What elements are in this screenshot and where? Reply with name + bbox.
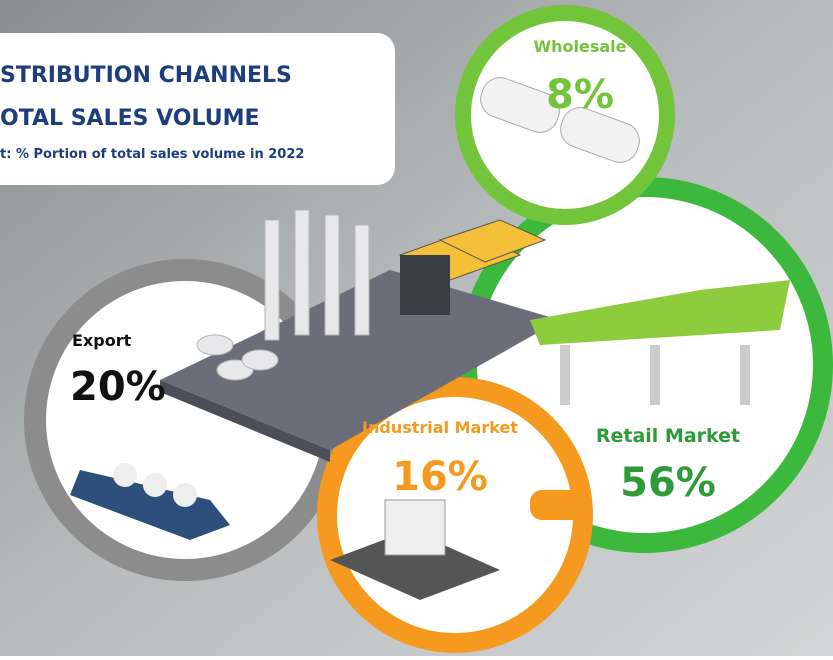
page: STRIBUTION CHANNELS OTAL SALES VOLUME t:…	[0, 0, 833, 656]
channel-label: Retail Market	[596, 425, 740, 447]
title: STRIBUTION CHANNELS	[0, 63, 292, 88]
title: OTAL SALES VOLUME	[0, 106, 260, 131]
channel-share: 20%	[70, 364, 166, 410]
factory-building	[400, 255, 450, 315]
ship-tank	[113, 463, 137, 487]
channel-label: Industrial Market	[362, 418, 518, 437]
channel-share: 56%	[620, 460, 716, 506]
channel-label: Export	[72, 331, 132, 350]
gas-station-pillar	[740, 345, 750, 405]
subtitle: t: % Portion of total sales volume in 20…	[0, 147, 304, 162]
channel-label: Wholesale	[533, 37, 626, 56]
gas-station-pillar	[650, 345, 660, 405]
channel-share: 16%	[392, 454, 488, 500]
ship-tank	[143, 473, 167, 497]
ship-tank	[173, 483, 197, 507]
infographic: STRIBUTION CHANNELS OTAL SALES VOLUME t:…	[0, 0, 833, 656]
industrial-building	[385, 500, 445, 555]
channel-share: 8%	[546, 72, 614, 118]
gas-station-pillar	[560, 345, 570, 405]
truck	[530, 490, 590, 520]
